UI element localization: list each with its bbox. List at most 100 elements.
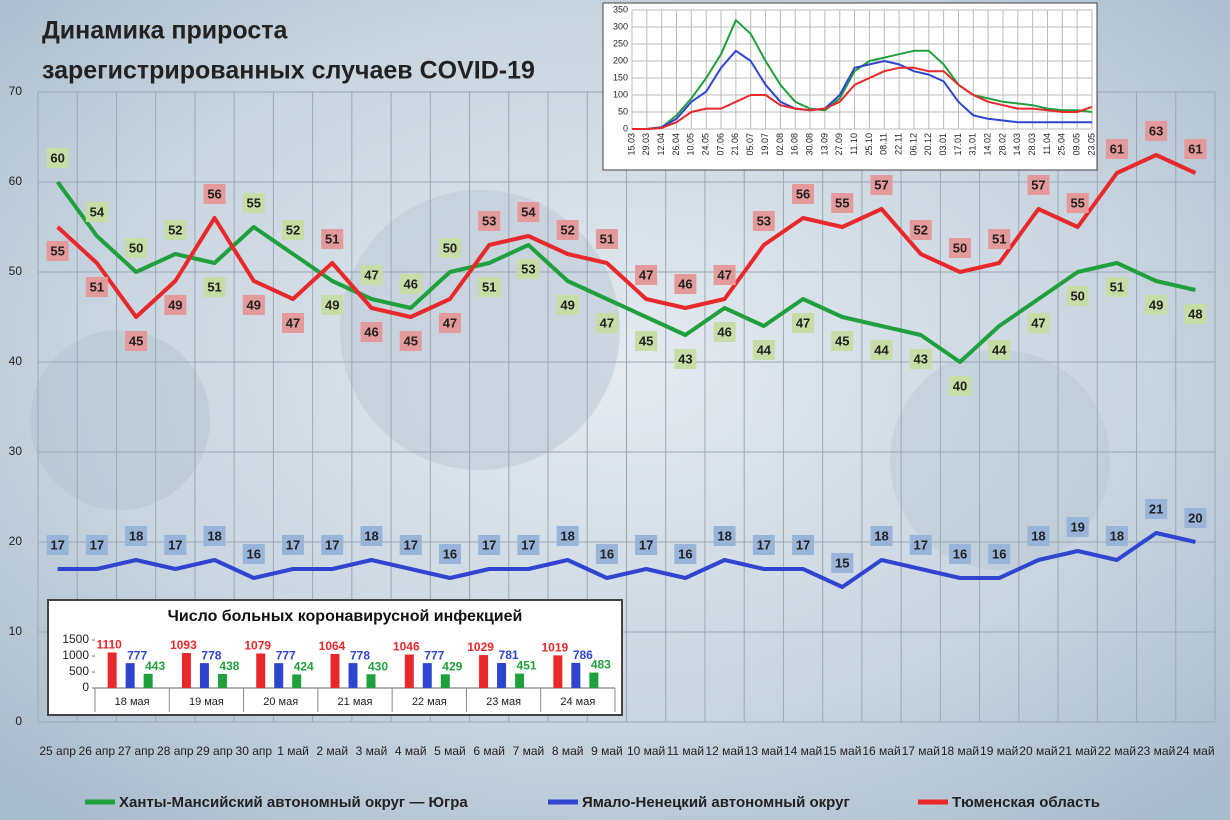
x-tick-label: 12 май [705,744,743,758]
y-tick-label: 500 [69,664,89,678]
data-label: 16 [247,546,261,561]
data-label: 17 [482,537,496,552]
data-label: 49 [325,297,339,312]
bar [199,663,209,688]
data-label-box [556,295,579,315]
data-label: 17 [521,537,535,552]
x-tick-label: 21 май [1059,744,1097,758]
data-label-box [85,202,108,222]
x-tick-label: 19 мая [189,696,224,708]
data-label-box [831,553,854,573]
data-label: 46 [717,324,731,339]
inset-title: Число больных коронавирусной инфекцией [168,608,523,625]
y-tick-label: 1000 [62,648,89,662]
data-label-box [831,193,854,213]
data-label: 18 [1110,528,1124,543]
data-label-box [321,535,344,555]
x-tick-label: 15 май [823,744,861,758]
data-label: 50 [953,240,967,255]
x-tick-label: 16 май [862,744,900,758]
data-label-box [1027,175,1050,195]
data-label: 16 [992,546,1006,561]
x-tick-label: 1 май [277,744,309,758]
value-label: 1093 [170,638,197,652]
data-label: 49 [1149,297,1163,312]
data-label-box [909,535,932,555]
data-label-box [988,544,1011,564]
data-label: 50 [1070,288,1084,303]
data-label: 61 [1110,141,1124,156]
bar [479,655,489,688]
data-label: 51 [600,231,614,246]
data-label: 18 [129,528,143,543]
data-label: 17 [403,537,417,552]
bar [330,653,340,688]
data-label: 53 [521,261,535,276]
x-tick-label: 29.03 [641,133,651,156]
data-label: 49 [560,297,574,312]
bar [107,652,117,688]
data-label: 56 [207,186,221,201]
bar [404,654,414,688]
data-label-box [46,535,69,555]
data-label-box [752,211,775,231]
data-label: 52 [560,222,574,237]
value-label: 1079 [244,639,271,653]
data-label: 45 [403,333,417,348]
data-label-box [46,148,69,168]
data-label-box [438,238,461,258]
x-tick-label: 11 май [667,744,704,758]
data-label-box [909,220,932,240]
data-label: 47 [443,315,457,330]
x-tick-label: 19.07 [760,133,770,156]
x-tick-label: 17.01 [953,133,963,156]
data-label: 49 [247,297,261,312]
data-label-box [674,544,697,564]
bar [553,655,563,688]
bar [440,674,450,688]
value-label: 1019 [542,641,569,655]
data-label-box [752,340,775,360]
y-tick-label: 10 [9,624,23,638]
data-label-box [792,313,815,333]
data-label-box [870,526,893,546]
data-label-box [948,544,971,564]
data-label: 51 [482,279,496,294]
y-tick-label: 40 [9,354,23,368]
x-tick-label: 29 апр [196,744,233,758]
data-label: 47 [1031,315,1045,330]
inset-frame [602,2,1098,171]
bar [515,673,525,688]
data-label-box [595,313,618,333]
data-label-box [478,211,501,231]
data-label-box [321,229,344,249]
data-label-box [1105,526,1128,546]
x-tick-label: 4 май [395,744,427,758]
y-tick-label: 150 [613,72,628,82]
data-label: 51 [325,231,339,246]
data-label-box [242,193,265,213]
data-label: 55 [835,195,849,210]
y-tick-label: 0 [623,123,628,133]
data-label-box [1184,139,1207,159]
x-tick-label: 22.11 [893,133,903,155]
x-tick-label: 14.02 [983,133,993,156]
data-label-box [85,277,108,297]
series-line [57,531,1196,589]
data-label-box [988,229,1011,249]
decor [890,350,1110,570]
data-label: 16 [953,546,967,561]
x-tick-label: 25.04 [1057,133,1067,156]
data-label-box [1145,499,1168,519]
x-tick-label: 12.04 [656,133,666,156]
data-label-box [870,340,893,360]
data-label-box [282,313,305,333]
data-label-box [517,202,540,222]
data-label: 47 [717,267,731,282]
legend-label: Тюменская область [952,794,1100,811]
data-label-box [635,265,658,285]
decor [340,190,620,470]
data-label-box [1027,313,1050,333]
data-label-box [635,535,658,555]
